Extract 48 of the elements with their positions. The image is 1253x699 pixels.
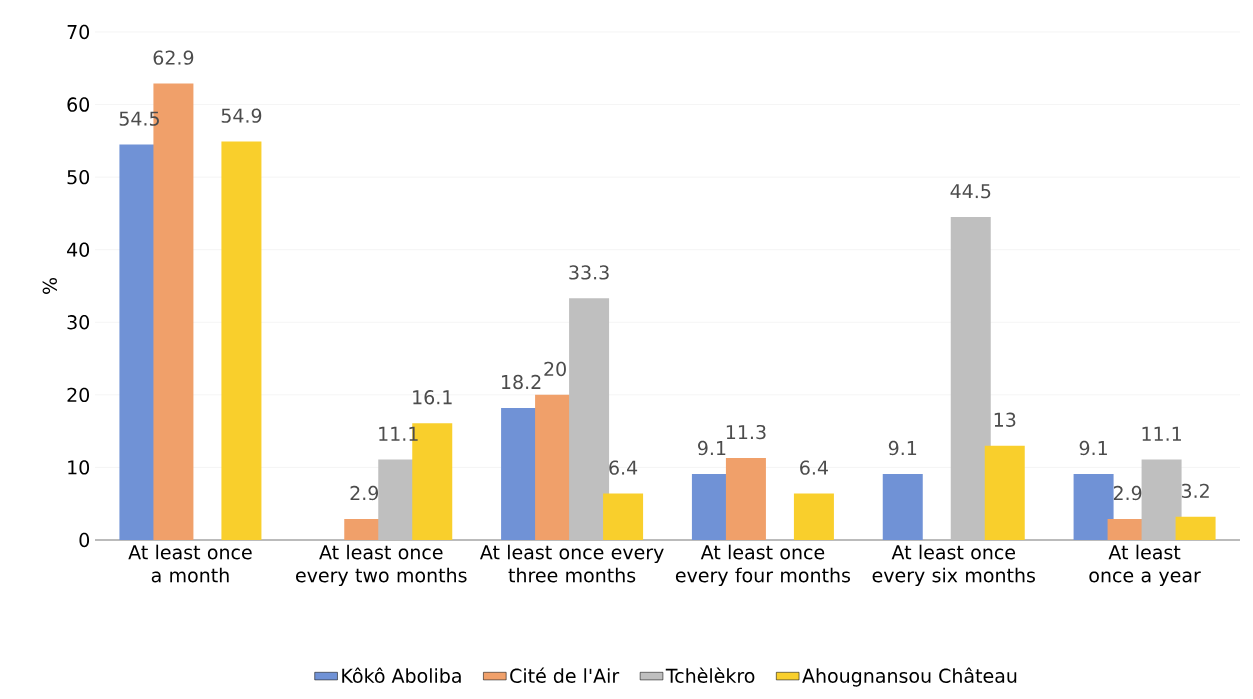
x-tick-label: At least once every two months — [296, 544, 467, 587]
y-tick-label: 20 — [67, 387, 90, 403]
legend-label: Cité de l'Air — [510, 667, 620, 683]
bar — [1073, 473, 1114, 540]
legend-label: Tchèlèkro — [665, 667, 755, 683]
data-label: 13 — [994, 412, 1016, 427]
bar — [950, 217, 991, 540]
data-label: 11.3 — [726, 424, 766, 440]
data-label: 6.4 — [800, 460, 828, 475]
bar — [793, 493, 834, 540]
bar — [1141, 459, 1182, 540]
legend-label: Ahougnansou Château — [802, 667, 1017, 687]
x-tick-label: At least once every three months — [479, 544, 664, 583]
y-tick-label: 70 — [67, 24, 90, 40]
y-tick-label: 30 — [67, 315, 90, 330]
bar — [569, 298, 610, 540]
data-label: 9.1 — [888, 440, 917, 456]
data-label: 33.3 — [569, 265, 609, 280]
x-tick-label: At least once a year — [1089, 544, 1201, 587]
bar — [882, 473, 923, 540]
y-tick-label: 50 — [67, 169, 90, 185]
data-label: 2.9 — [350, 485, 379, 501]
x-tick-label: At least once every six months — [872, 544, 1035, 587]
x-tick-label: At least once every four months — [675, 544, 851, 587]
y-axis-title: % — [42, 278, 57, 294]
data-label: 3.2 — [1181, 483, 1209, 499]
bar — [984, 445, 1025, 540]
bar — [725, 457, 766, 540]
bar — [221, 141, 262, 540]
data-label: 20 — [544, 361, 566, 377]
y-tick-label: 0 — [79, 532, 90, 548]
data-label: 2.9 — [1113, 485, 1142, 501]
legend-label: Kôkô Aboliba — [342, 667, 461, 683]
data-label: 44.5 — [950, 184, 991, 199]
data-label: 18.2 — [502, 374, 541, 390]
data-label: 11.1 — [1142, 426, 1181, 441]
x-tick-label: At least once a month — [128, 544, 252, 583]
y-tick-label: 40 — [67, 242, 90, 257]
y-tick-label: 60 — [67, 97, 90, 112]
data-label: 9.1 — [1079, 440, 1107, 456]
data-label: 6.4 — [609, 460, 638, 475]
data-label: 9.1 — [698, 440, 726, 456]
data-label: 16.1 — [413, 390, 452, 405]
bar — [1175, 516, 1216, 540]
data-label: 54.9 — [221, 108, 262, 123]
y-tick-label: 10 — [68, 460, 90, 475]
bar — [603, 493, 644, 540]
data-label: 62.9 — [153, 50, 194, 65]
